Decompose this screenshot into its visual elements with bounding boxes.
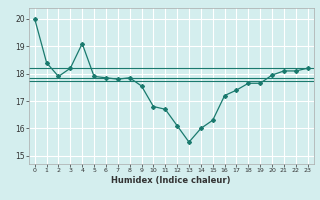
X-axis label: Humidex (Indice chaleur): Humidex (Indice chaleur) <box>111 176 231 185</box>
